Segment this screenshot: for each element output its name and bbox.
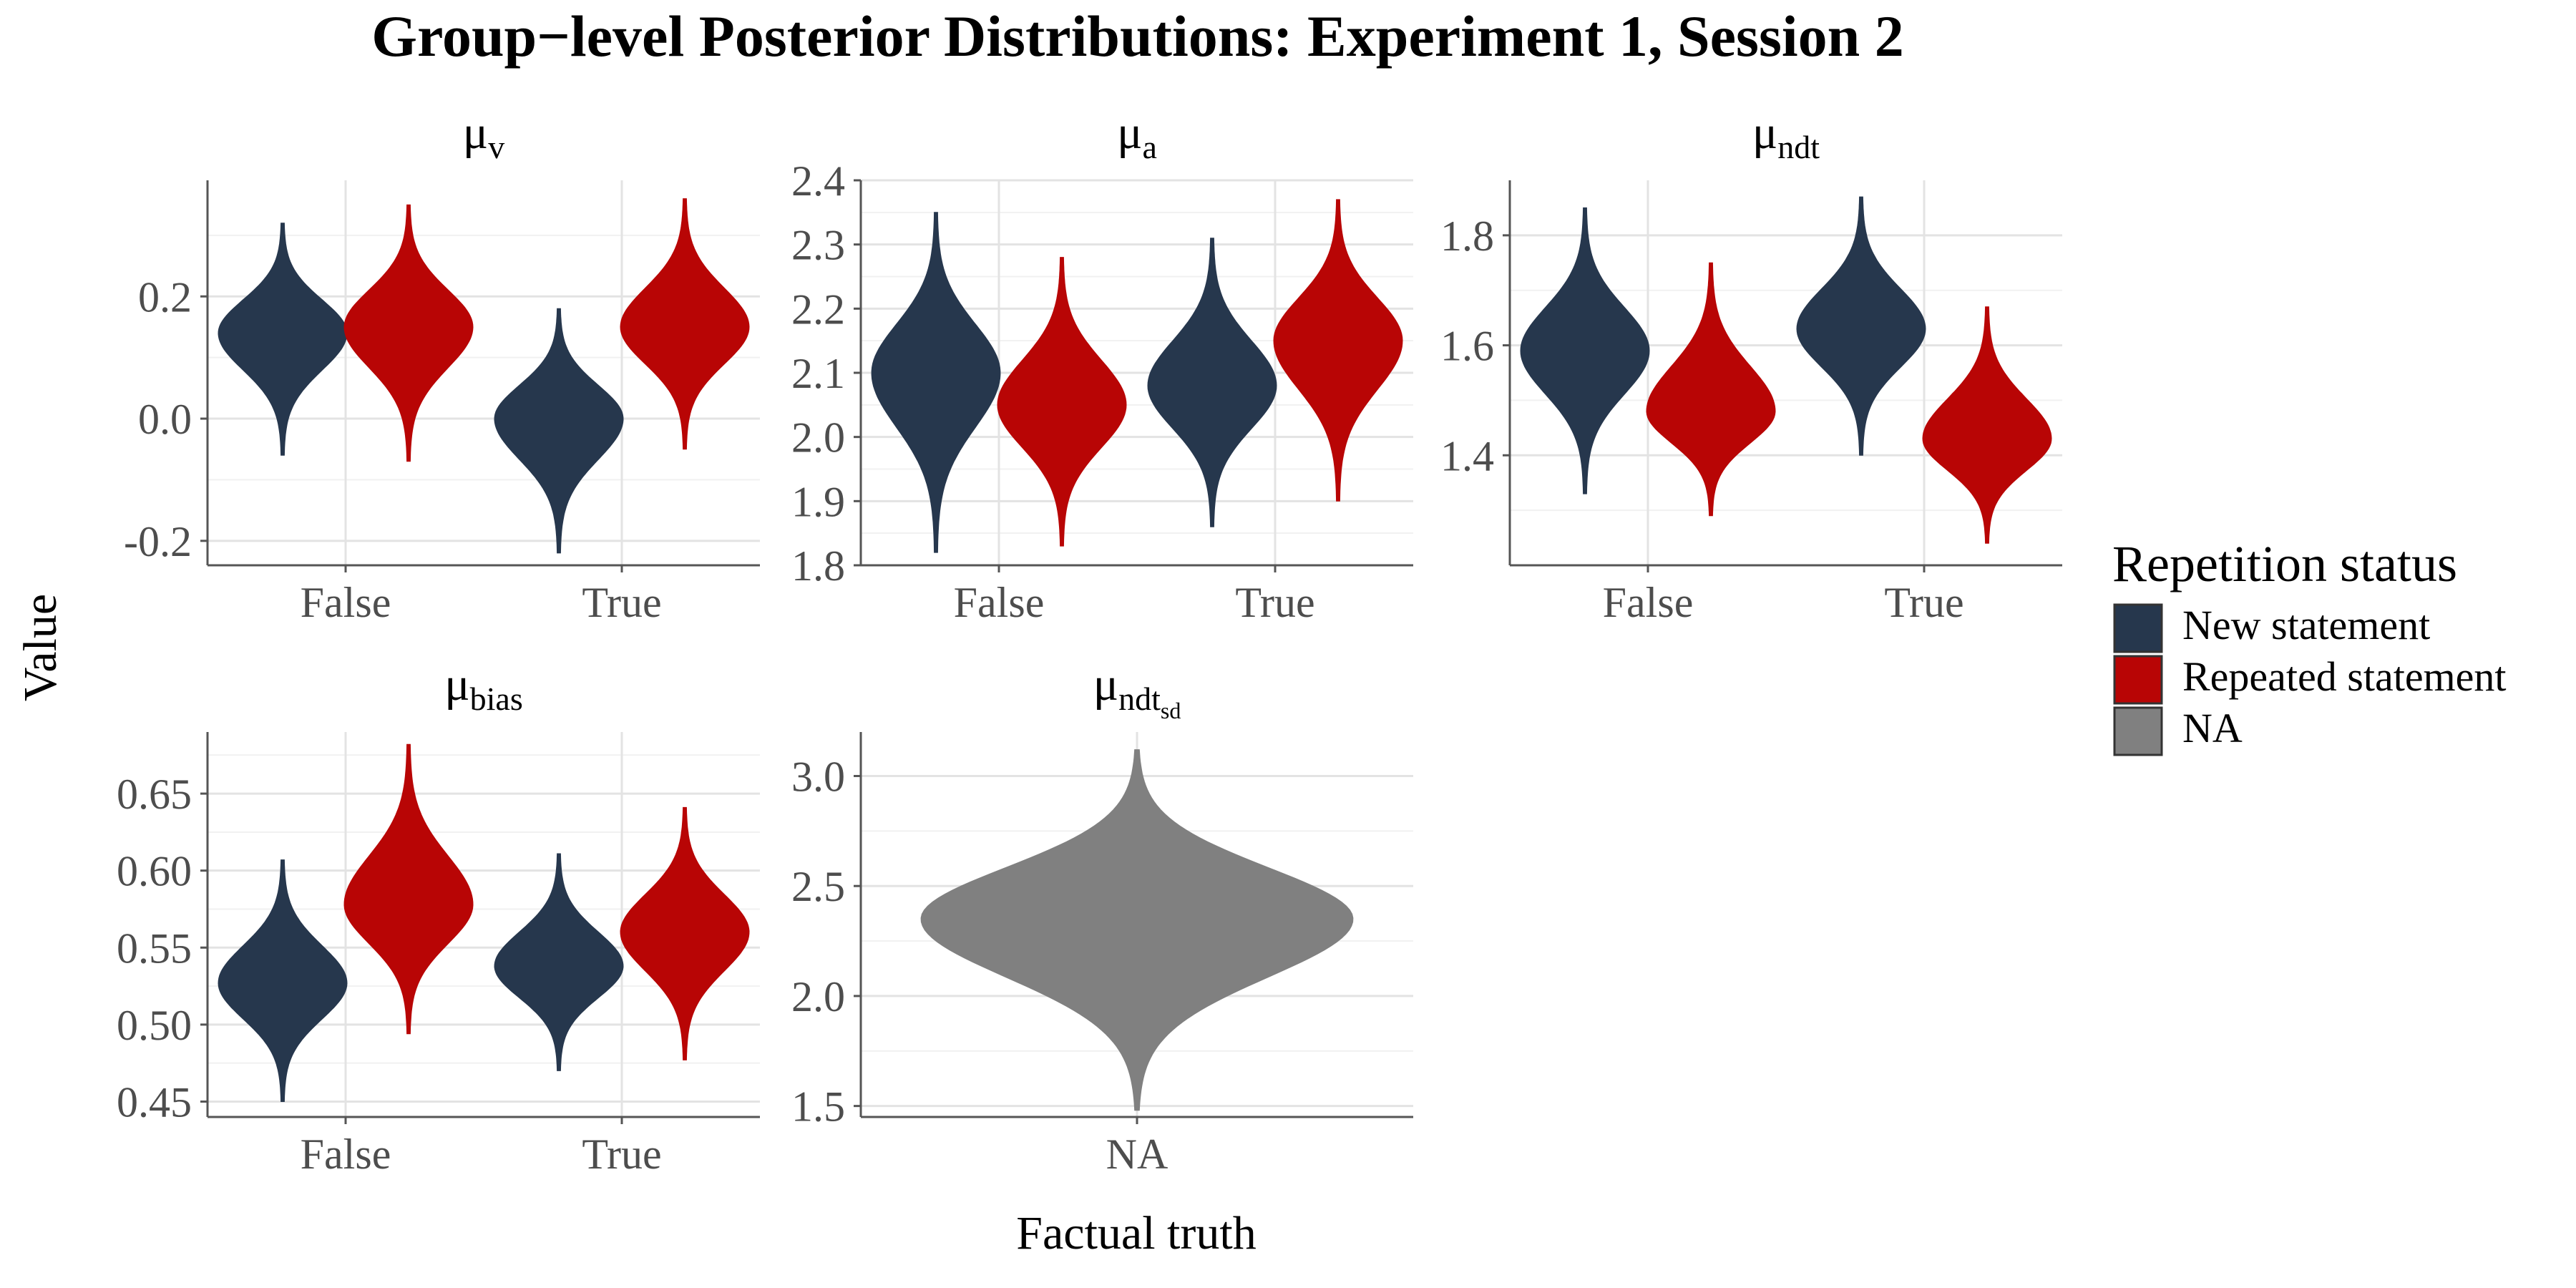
x-tick-label: NA <box>1106 1131 1169 1178</box>
panel-title-symbol: μ <box>463 107 488 159</box>
violin-new-statement-false <box>871 212 1001 553</box>
panel-title: μbias <box>444 658 523 717</box>
panel-1: μv -0.2 0.0 0.2 False True <box>124 107 760 626</box>
legend-label: NA <box>2182 705 2243 751</box>
x-tick-label: True <box>1884 579 1963 626</box>
y-tick-label: 0.50 <box>117 1002 192 1049</box>
y-tick-label: 1.6 <box>1440 323 1494 370</box>
legend-label: Repeated statement <box>2182 653 2507 700</box>
x-tick-label: True <box>582 1131 661 1178</box>
panel-3: μndt 1.4 1.6 1.8 False True <box>1440 107 2062 626</box>
panel-title: μa <box>1117 107 1157 165</box>
y-tick-label: 2.2 <box>791 286 845 333</box>
y-tick-label: 2.0 <box>791 414 845 462</box>
x-tick-label: True <box>1235 579 1314 626</box>
y-tick-label: 2.0 <box>791 973 845 1020</box>
y-tick-label: 0.45 <box>117 1078 192 1126</box>
y-tick-label: 2.5 <box>791 863 845 910</box>
y-tick-label: 1.8 <box>1440 213 1494 260</box>
y-tick-label: 1.9 <box>791 478 845 525</box>
panel-title-subscript: bias <box>470 680 523 717</box>
x-tick-label: True <box>582 579 661 626</box>
y-tick-label: 0.0 <box>138 396 192 443</box>
violin-repeated-statement-false <box>997 257 1127 547</box>
y-tick-label: -0.2 <box>124 518 192 565</box>
panel-5: μndtsd 1.5 2.0 2.5 3.0 NA <box>791 658 1413 1178</box>
violin-repeated-statement-false <box>343 743 474 1035</box>
violin-repeated-statement-true <box>620 806 750 1060</box>
y-tick-label: 1.8 <box>791 542 845 590</box>
y-tick-label: 2.4 <box>791 157 845 205</box>
y-tick-label: 3.0 <box>791 753 845 800</box>
violin-repeated-statement-true <box>1922 306 2052 544</box>
violin-new-statement-true <box>1147 238 1277 527</box>
panel-title-symbol: μ <box>444 658 469 711</box>
violin-repeated-statement-true <box>1273 199 1403 502</box>
x-axis-label: Factual truth <box>1016 1207 1256 1259</box>
violin-new-statement-true <box>494 853 624 1071</box>
y-tick-label: 1.4 <box>1440 432 1494 479</box>
panel-title: μv <box>463 107 504 165</box>
y-tick-label: 2.3 <box>791 222 845 269</box>
panel-title-subscript: ndt <box>1118 680 1161 717</box>
x-tick-label: False <box>301 1131 391 1178</box>
panel-title-subscript: ndt <box>1777 129 1820 165</box>
y-tick-label: 0.65 <box>117 771 192 818</box>
violin-na-na <box>920 749 1354 1111</box>
legend-label: New statement <box>2182 602 2430 648</box>
legend-items: New statement Repeated statement NA <box>2113 602 2507 756</box>
panel-title: μndtsd <box>1093 658 1181 723</box>
legend: Repetition status New statement Repeated … <box>2112 535 2507 756</box>
y-axis-label: Value <box>14 594 67 701</box>
panel-title: μndt <box>1752 107 1820 165</box>
chart-title: Group−level Posterior Distributions: Exp… <box>371 4 1904 69</box>
x-tick-label: False <box>301 579 391 626</box>
violin-new-statement-false <box>1520 207 1650 494</box>
violin-repeated-statement-true <box>620 198 750 450</box>
violin-new-statement-true <box>1796 196 1926 456</box>
panel-title-symbol: μ <box>1752 107 1777 159</box>
violin-new-statement-false <box>218 223 348 456</box>
legend-key <box>2113 603 2163 653</box>
legend-key <box>2113 655 2163 705</box>
y-tick-label: 0.2 <box>138 273 192 321</box>
panel-title-subsubscript: sd <box>1161 698 1181 723</box>
x-tick-label: False <box>954 579 1045 626</box>
panel-title-subscript: a <box>1142 129 1156 165</box>
y-tick-label: 2.1 <box>791 350 845 397</box>
panel-4: μbias 0.45 0.50 0.55 0.60 0.65 False True <box>117 658 760 1178</box>
panel-title-subscript: v <box>488 129 504 165</box>
violin-new-statement-false <box>218 859 348 1102</box>
violin-new-statement-true <box>494 308 624 554</box>
x-tick-label: False <box>1603 579 1694 626</box>
y-tick-label: 0.60 <box>117 848 192 895</box>
violin-repeated-statement-false <box>1646 262 1776 517</box>
panel-title-symbol: μ <box>1093 658 1118 711</box>
legend-title: Repetition status <box>2112 535 2457 592</box>
y-tick-label: 1.5 <box>791 1083 845 1131</box>
violin-repeated-statement-false <box>343 204 474 462</box>
panel-2: μa 1.8 1.9 2.0 2.1 2.2 2.3 2.4 False True <box>791 107 1413 626</box>
panel-title-symbol: μ <box>1117 107 1142 159</box>
legend-key <box>2113 706 2163 756</box>
y-tick-label: 0.55 <box>117 924 192 972</box>
